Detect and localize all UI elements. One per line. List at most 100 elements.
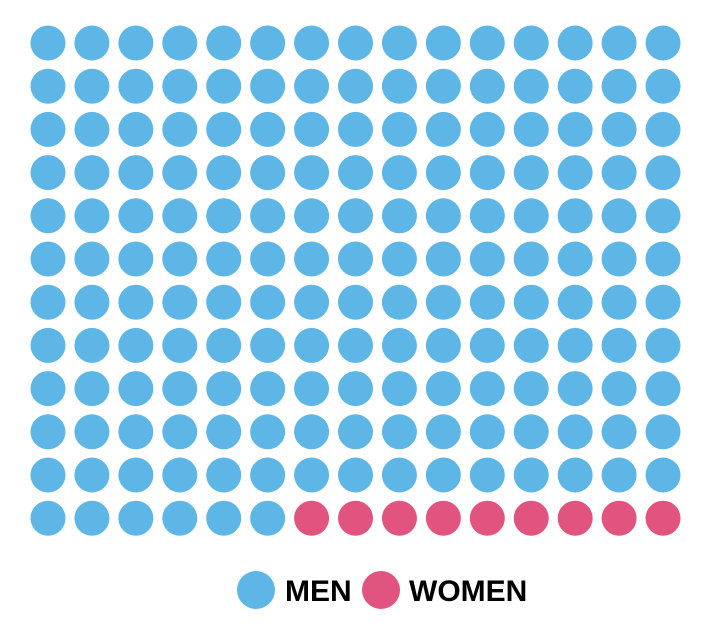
dot-men: [557, 241, 593, 277]
dot-men: [206, 284, 242, 320]
dot-men: [74, 111, 110, 147]
legend-swatch-women: [362, 571, 400, 609]
dot-men: [118, 68, 154, 104]
dot-men: [425, 25, 461, 61]
dot-men: [513, 327, 549, 363]
dot-men: [250, 500, 286, 536]
dot-men: [74, 241, 110, 277]
legend: MEN WOMEN: [237, 571, 527, 609]
dot-men: [513, 371, 549, 407]
dot-men: [206, 155, 242, 191]
dot-men: [30, 111, 66, 147]
dot-men: [469, 198, 505, 234]
dot-men: [338, 111, 374, 147]
dot-men: [601, 111, 637, 147]
dot-men: [601, 155, 637, 191]
dot-men: [338, 284, 374, 320]
dot-men: [30, 68, 66, 104]
dot-men: [206, 371, 242, 407]
dot-men: [74, 500, 110, 536]
dot-women: [513, 500, 549, 536]
dot-men: [601, 414, 637, 450]
dot-men: [469, 155, 505, 191]
dot-men: [381, 111, 417, 147]
dot-men: [250, 457, 286, 493]
dot-men: [74, 284, 110, 320]
dot-men: [162, 371, 198, 407]
dot-men: [250, 327, 286, 363]
dot-women: [469, 500, 505, 536]
dot-men: [425, 241, 461, 277]
dot-men: [645, 198, 681, 234]
dot-men: [557, 68, 593, 104]
dot-men: [557, 327, 593, 363]
dot-men: [206, 25, 242, 61]
dot-men: [425, 284, 461, 320]
dot-men: [294, 25, 330, 61]
dot-men: [381, 25, 417, 61]
dot-men: [206, 241, 242, 277]
dot-men: [30, 327, 66, 363]
dot-men: [30, 371, 66, 407]
dot-men: [557, 414, 593, 450]
dot-men: [162, 198, 198, 234]
dot-women: [338, 500, 374, 536]
dot-men: [469, 284, 505, 320]
dot-men: [645, 371, 681, 407]
dot-men: [645, 111, 681, 147]
dot-men: [645, 327, 681, 363]
dot-men: [381, 198, 417, 234]
dot-men: [162, 284, 198, 320]
dot-men: [206, 198, 242, 234]
dot-men: [513, 198, 549, 234]
dot-men: [294, 241, 330, 277]
dot-men: [118, 155, 154, 191]
dot-men: [645, 241, 681, 277]
dot-men: [425, 457, 461, 493]
dot-men: [469, 371, 505, 407]
dot-men: [162, 25, 198, 61]
dot-men: [250, 68, 286, 104]
dot-men: [338, 327, 374, 363]
dot-men: [118, 371, 154, 407]
dot-men: [118, 327, 154, 363]
dot-men: [513, 284, 549, 320]
dot-women: [645, 500, 681, 536]
dot-men: [469, 457, 505, 493]
dot-men: [381, 284, 417, 320]
legend-swatch-men: [237, 571, 275, 609]
dot-men: [513, 155, 549, 191]
dot-men: [294, 414, 330, 450]
dot-men: [30, 198, 66, 234]
dot-men: [206, 111, 242, 147]
dot-men: [425, 111, 461, 147]
dot-men: [338, 414, 374, 450]
dot-men: [294, 284, 330, 320]
dot-men: [74, 68, 110, 104]
dot-men: [30, 155, 66, 191]
dot-men: [250, 111, 286, 147]
dot-men: [513, 414, 549, 450]
dot-men: [162, 414, 198, 450]
dot-men: [30, 241, 66, 277]
dot-men: [645, 457, 681, 493]
dot-men: [250, 25, 286, 61]
dot-men: [338, 155, 374, 191]
dot-men: [513, 111, 549, 147]
dot-men: [381, 371, 417, 407]
dot-men: [294, 111, 330, 147]
dot-men: [513, 68, 549, 104]
dot-men: [381, 68, 417, 104]
dot-men: [645, 284, 681, 320]
dot-men: [30, 457, 66, 493]
dot-men: [338, 371, 374, 407]
dot-men: [206, 414, 242, 450]
dot-men: [513, 457, 549, 493]
dot-men: [645, 155, 681, 191]
dot-men: [557, 25, 593, 61]
dot-men: [250, 198, 286, 234]
dot-men: [250, 371, 286, 407]
dot-men: [206, 327, 242, 363]
dot-men: [74, 414, 110, 450]
